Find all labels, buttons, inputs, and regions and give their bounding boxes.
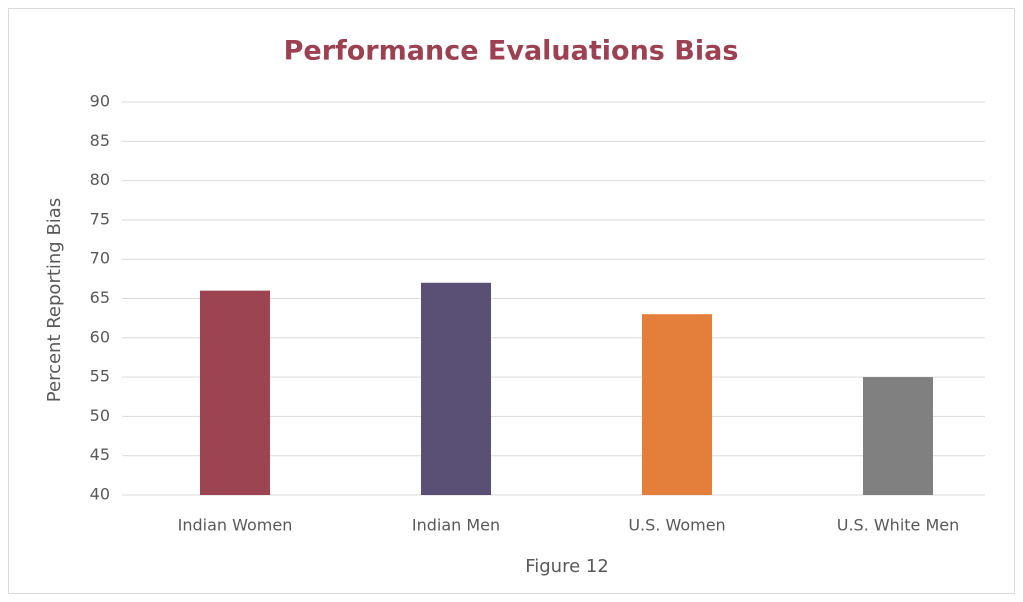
y-tick-label: 45 — [90, 445, 110, 464]
x-tick-label: Indian Women — [178, 516, 293, 535]
chart-title: Performance Evaluations Bias — [284, 36, 739, 67]
y-axis-label: Percent Reporting Bias — [44, 198, 65, 402]
x-axis-label: Figure 12 — [525, 556, 609, 577]
chart-frame — [8, 8, 1015, 594]
y-tick-label: 50 — [90, 406, 110, 425]
x-tick-label: U.S. Women — [628, 516, 725, 535]
x-tick-label: Indian Men — [412, 516, 500, 535]
y-tick-label: 75 — [90, 209, 110, 228]
bar — [421, 282, 491, 495]
y-tick-label: 40 — [90, 485, 110, 504]
x-tick-label: U.S. White Men — [837, 516, 960, 535]
y-tick-label: 55 — [90, 367, 110, 386]
bar — [642, 314, 712, 495]
y-tick-label: 80 — [90, 170, 110, 189]
y-tick-label: 60 — [90, 327, 110, 346]
y-tick-label: 65 — [90, 288, 110, 307]
y-tick-label: 90 — [90, 92, 110, 111]
bar — [200, 290, 270, 495]
y-tick-label: 70 — [90, 249, 110, 268]
bar — [863, 377, 933, 495]
y-tick-label: 85 — [90, 131, 110, 150]
